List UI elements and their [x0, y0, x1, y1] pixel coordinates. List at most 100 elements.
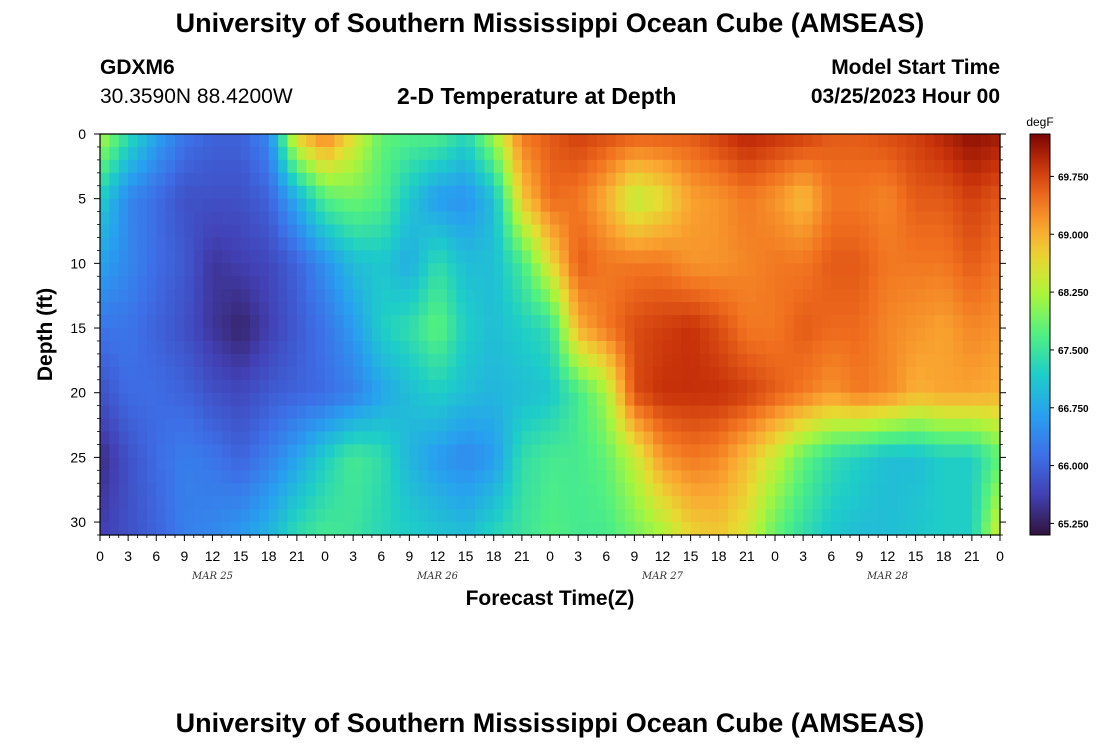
heatmap-cell: [296, 198, 307, 213]
heatmap-cell: [803, 159, 814, 174]
heatmap-cell: [418, 302, 429, 316]
heatmap-cell: [315, 366, 326, 381]
heatmap-cell: [859, 146, 870, 161]
heatmap-cell: [165, 405, 176, 420]
heatmap-cell: [156, 418, 167, 433]
heatmap-cell: [287, 457, 298, 471]
heatmap-cell: [521, 198, 532, 213]
heatmap-cell: [756, 289, 767, 303]
heatmap-cell: [456, 328, 467, 342]
heatmap-cell: [240, 237, 251, 252]
heatmap-cell: [812, 146, 823, 161]
heatmap-cell: [231, 211, 242, 226]
heatmap-cell: [981, 340, 992, 355]
heatmap-cell: [568, 496, 579, 510]
heatmap-cell: [793, 224, 804, 239]
heatmap-cell: [296, 263, 307, 277]
heatmap-cell: [812, 185, 823, 200]
heatmap-cell: [606, 522, 617, 536]
heatmap-cell: [812, 509, 823, 523]
heatmap-cell: [231, 353, 242, 368]
heatmap-cell: [868, 276, 879, 290]
heatmap-cell: [109, 146, 120, 161]
heatmap-cell: [784, 340, 795, 355]
heatmap-cell: [868, 418, 879, 433]
heatmap-cell: [859, 276, 870, 290]
heatmap-cell: [146, 328, 157, 342]
heatmap-cell: [990, 224, 1001, 239]
heatmap-cell: [831, 379, 842, 394]
heatmap-cell: [381, 353, 392, 368]
heatmap-cell: [156, 146, 167, 161]
heatmap-cell: [596, 340, 607, 355]
heatmap-cell: [578, 315, 589, 329]
heatmap-cell: [971, 302, 982, 316]
heatmap-cell: [137, 340, 148, 355]
heatmap-cell: [643, 444, 654, 458]
heatmap-cell: [203, 289, 214, 303]
heatmap-cell: [118, 172, 129, 187]
heatmap-cell: [681, 366, 692, 381]
heatmap-cell: [231, 315, 242, 329]
heatmap-cell: [118, 353, 129, 368]
heatmap-cell: [859, 263, 870, 277]
heatmap-cell: [400, 470, 410, 484]
heatmap-cell: [896, 224, 907, 239]
heatmap-cell: [568, 237, 579, 252]
heatmap-cell: [615, 457, 626, 471]
heatmap-cell: [634, 250, 645, 264]
heatmap-cell: [690, 418, 701, 433]
heatmap-cell: [925, 328, 935, 342]
heatmap-cell: [175, 392, 185, 407]
heatmap-cell: [203, 379, 214, 394]
heatmap-cell: [953, 146, 964, 161]
heatmap-cell: [934, 366, 945, 381]
heatmap-cell: [831, 483, 842, 497]
heatmap-cell: [184, 392, 195, 407]
heatmap-cell: [812, 263, 823, 277]
heatmap-cell: [962, 172, 973, 187]
heatmap-cell: [803, 444, 814, 458]
heatmap-cell: [934, 496, 945, 510]
heatmap-cell: [803, 431, 814, 446]
heatmap-cell: [343, 224, 354, 239]
heatmap-cell: [793, 134, 804, 148]
heatmap-cell: [381, 134, 392, 148]
heatmap-cell: [934, 483, 945, 497]
heatmap-cell: [400, 146, 410, 161]
heatmap-cell: [728, 418, 739, 433]
heatmap-cell: [343, 159, 354, 174]
heatmap-cell: [212, 496, 223, 510]
heatmap-cell: [596, 289, 607, 303]
heatmap-cell: [203, 470, 214, 484]
heatmap-cell: [184, 276, 195, 290]
heatmap-cell: [550, 134, 560, 148]
heatmap-cell: [418, 418, 429, 433]
heatmap-cell: [240, 289, 251, 303]
heatmap-cell: [962, 315, 973, 329]
heatmap-cell: [484, 405, 495, 420]
heatmap-cell: [578, 379, 589, 394]
heatmap-cell: [437, 172, 448, 187]
heatmap-cell: [793, 496, 804, 510]
heatmap-cell: [634, 418, 645, 433]
heatmap-cell: [990, 198, 1001, 213]
heatmap-cell: [793, 146, 804, 161]
heatmap-cell: [231, 198, 242, 213]
heatmap-cell: [971, 379, 982, 394]
heatmap-cell: [662, 315, 673, 329]
heatmap-cell: [709, 276, 720, 290]
heatmap-cell: [934, 146, 945, 161]
heatmap-cell: [662, 211, 673, 226]
heatmap-cell: [990, 276, 1001, 290]
heatmap-cell: [925, 522, 935, 536]
heatmap-cell: [803, 237, 814, 252]
heatmap-cell: [381, 146, 392, 161]
heatmap-cell: [943, 405, 954, 420]
heatmap-cell: [971, 496, 982, 510]
heatmap-cell: [606, 483, 617, 497]
heatmap-cell: [887, 457, 898, 471]
heatmap-cell: [896, 302, 907, 316]
heatmap-cell: [615, 444, 626, 458]
heatmap-cell: [240, 379, 251, 394]
